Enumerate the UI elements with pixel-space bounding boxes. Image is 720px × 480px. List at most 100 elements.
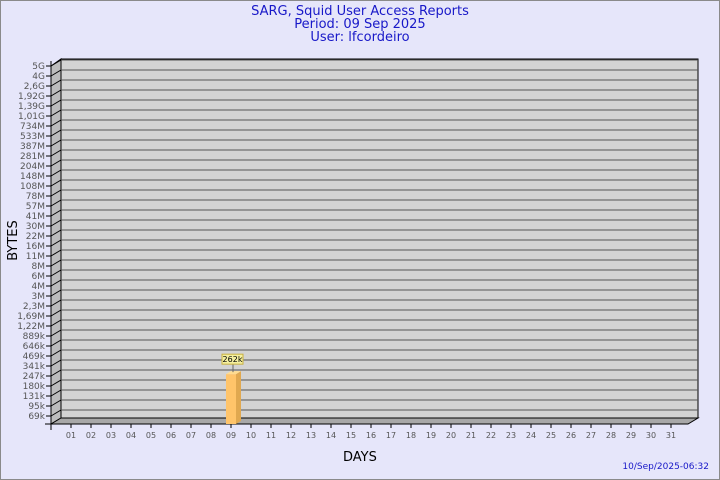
y-tick-depth [50,109,62,117]
x-tick-label: 09 [226,431,236,440]
y-tick-depth [50,189,62,197]
x-tick-label: 15 [346,431,356,440]
x-tick-label: 08 [206,431,216,440]
y-tick-depth [50,339,62,347]
x-tick-label: 27 [586,431,596,440]
x-tick-label: 19 [426,431,436,440]
x-tick-label: 28 [606,431,616,440]
y-tick-label: 30M [26,222,45,232]
y-tick-label: 1,92G [18,92,45,102]
y-tick-label: 95k [28,402,45,412]
y-tick-depth [50,259,62,267]
y-tick-label: 5G [32,62,45,72]
y-tick-label: 41M [26,212,45,222]
y-tick-label: 1,22M [17,322,45,332]
y-tick-depth [50,89,62,97]
y-tick-depth [50,229,62,237]
y-tick-label: 469k [23,352,46,362]
x-tick-label: 16 [366,431,376,440]
x-tick-label: 23 [506,431,516,440]
y-tick-depth [50,149,62,157]
bar-side-09 [236,371,241,424]
y-tick-label: 69k [28,412,45,422]
x-tick-label: 18 [406,431,416,440]
y-tick-label: 533M [20,132,45,142]
x-tick-label: 20 [446,431,456,440]
y-tick-label: 341k [23,362,46,372]
y-tick-depth [50,359,62,367]
x-tick-label: 12 [286,431,296,440]
back-wall [60,58,699,419]
y-tick-depth [50,409,62,417]
y-tick-depth [50,379,62,387]
y-tick-label: 4G [32,72,45,82]
y-tick-depth [50,59,62,67]
y-tick-label: 131k [23,392,46,402]
x-tick-label: 22 [486,431,496,440]
y-tick-depth [50,329,62,337]
y-tick-label: 78M [26,192,45,202]
y-tick-depth [50,219,62,227]
chart-period: Period: 09 Sep 2025 [294,17,426,32]
x-tick-label: 13 [306,431,316,440]
y-tick-label: 8M [32,262,46,272]
y-tick-depth [50,139,62,147]
y-tick-depth [50,369,62,377]
chart-user: User: lfcordeiro [310,30,410,45]
side-wall [50,58,62,425]
y-tick-label: 1,69M [17,312,45,322]
y-tick-depth [50,199,62,207]
y-tick-label: 180k [23,382,46,392]
y-tick-depth [50,309,62,317]
y-tick-depth [50,209,62,217]
y-tick-label: 3M [32,292,46,302]
y-tick-depth [50,79,62,87]
data-label: 262k [223,355,243,364]
y-tick-label: 1,01G [18,112,45,122]
y-tick-label: 204M [20,162,45,172]
x-tick-label: 25 [546,431,556,440]
y-tick-depth [50,299,62,307]
y-tick-depth [50,69,62,77]
y-tick-label: 247k [23,372,46,382]
y-tick-depth [50,129,62,137]
y-tick-label: 6M [32,272,46,282]
y-tick-label: 387M [20,142,45,152]
y-tick-label: 1,39G [18,102,45,112]
floor [49,417,700,425]
y-tick-depth [50,249,62,257]
y-tick-depth [50,239,62,247]
y-tick-label: 646k [23,342,46,352]
x-tick-label: 30 [646,431,656,440]
x-tick-label: 06 [166,431,176,440]
y-tick-depth [50,289,62,297]
y-tick-depth [50,269,62,277]
y-tick-label: 22M [26,232,45,242]
x-tick-label: 29 [626,431,636,440]
y-tick-depth [50,99,62,107]
x-tick-label: 03 [106,431,116,440]
y-tick-depth [50,399,62,407]
x-axis-label: DAYS [343,450,377,465]
y-tick-label: 4M [32,282,46,292]
x-tick-label: 04 [126,431,136,440]
chart-title: SARG, Squid User Access Reports [251,4,469,19]
y-tick-label: 2,3M [23,302,45,312]
x-tick-label: 17 [386,431,396,440]
x-tick-label: 14 [326,431,336,440]
x-tick-label: 24 [526,431,536,440]
timestamp: 10/Sep/2025-06:32 [622,462,709,472]
y-tick-label: 108M [20,182,45,192]
y-tick-depth [50,179,62,187]
x-tick-label: 31 [666,431,676,440]
y-tick-depth [50,389,62,397]
data-label-box [221,353,244,365]
x-tick-label: 01 [66,431,76,440]
y-tick-label: 57M [26,202,45,212]
x-tick-label: 05 [146,431,156,440]
x-tick-label: 10 [246,431,256,440]
y-tick-depth [50,279,62,287]
y-tick-label: 281M [20,152,45,162]
